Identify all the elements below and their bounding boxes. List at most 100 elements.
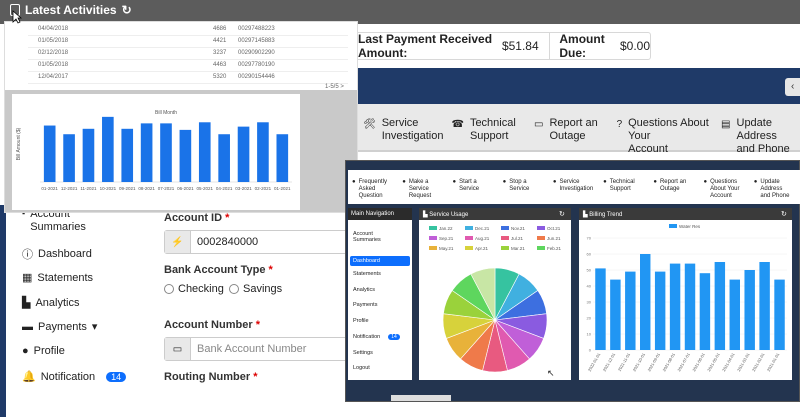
- header-band-button[interactable]: ‹: [785, 78, 800, 96]
- y-tick-label: 60: [587, 252, 592, 257]
- sidebar: [0, 205, 130, 417]
- dashboard-link[interactable]: ● Stop a Service: [503, 179, 549, 204]
- quick-link-label: Service Investigation: [381, 117, 444, 142]
- main-nav-item[interactable]: Settings: [353, 350, 373, 356]
- quick-link-label: Technical Support: [469, 117, 516, 142]
- legend-swatch: [537, 246, 545, 250]
- dashboard-link[interactable]: ● Service Investigation: [553, 179, 599, 204]
- scrollbar[interactable]: [391, 395, 451, 401]
- dashboard-link[interactable]: ● Update Address and Phone: [754, 179, 800, 204]
- account-number-label: Account Number *: [164, 319, 260, 331]
- quick-link-report-outage[interactable]: ▭ Report an Outage: [534, 117, 609, 143]
- link-icon: ●: [402, 179, 406, 185]
- legend-swatch: [429, 246, 437, 250]
- dashboard-link[interactable]: ● Report an Outage: [653, 179, 699, 204]
- header-band: [355, 68, 800, 104]
- pager[interactable]: 1-5/5 >: [325, 84, 344, 90]
- quick-link-service-investigation[interactable]: 🛠 Service Investigation: [363, 117, 443, 143]
- link-icon: ●: [452, 179, 457, 185]
- table-cell: 02/12/2018: [38, 50, 69, 56]
- sidebar-item-profile[interactable]: ● Profile: [22, 345, 65, 357]
- main-nav-item[interactable]: Statements: [353, 271, 381, 277]
- bar: [121, 128, 134, 182]
- dashboard-link[interactable]: ● Make a Service Request: [402, 179, 448, 204]
- table-cell: 00290902290: [238, 50, 275, 56]
- legend-label: Jan.22: [439, 226, 453, 231]
- refresh-icon[interactable]: ↻: [781, 211, 787, 218]
- sidebar-item-dashboard[interactable]: ⓘ Dashboard: [22, 246, 92, 262]
- radio-savings[interactable]: Savings: [229, 283, 282, 295]
- table-row: 01/05/2018 4421 00297145883: [28, 36, 348, 48]
- sidebar-item-statements[interactable]: ▦ Statements: [22, 271, 93, 285]
- quick-link-label: Report an Outage: [549, 117, 598, 142]
- bar: [595, 268, 606, 350]
- sidebar-item-label: Analytics: [35, 296, 80, 309]
- legend-label: Sep.21: [439, 236, 454, 241]
- tick-label: 04-2021: [216, 186, 233, 191]
- quick-link-label: Questions About Your Account: [628, 117, 709, 155]
- bar: [669, 263, 681, 350]
- refresh-icon[interactable]: ↻: [121, 3, 132, 17]
- x-axis-label: Bill Month: [155, 110, 177, 116]
- main-nav-item[interactable]: Analytics: [353, 287, 375, 293]
- sidebar-item-payments[interactable]: ▬ Payments ▾: [22, 320, 98, 334]
- dashboard-link[interactable]: ● Frequently Asked Question: [352, 179, 398, 204]
- table-cell: 00297145883: [238, 38, 275, 44]
- radio-circle[interactable]: [229, 284, 239, 294]
- table-cell: 4686: [213, 26, 227, 32]
- y-tick-label: 70: [587, 236, 592, 241]
- refresh-icon[interactable]: ↻: [559, 211, 565, 218]
- chevron-down-icon: ▾: [91, 321, 98, 333]
- main-nav-item[interactable]: Payments: [353, 302, 377, 308]
- routing-number-label: Routing Number *: [164, 371, 258, 383]
- x-tick-label: 2021-12-01: [602, 351, 617, 372]
- dashboard-link[interactable]: ● Start a Service: [452, 179, 498, 204]
- dashboard-link[interactable]: ● Technical Support: [603, 179, 649, 204]
- main-nav-item[interactable]: Logout: [353, 365, 370, 371]
- dashboard-link-label: Report an Outage: [659, 179, 687, 192]
- dashboard-link-label: Make a Service Request: [408, 179, 432, 199]
- x-tick-label: 2021-01-01: [766, 351, 781, 372]
- notification-badge: 14: [388, 334, 400, 340]
- main-nav-label: Statements: [353, 271, 381, 277]
- main-nav-label: Settings: [353, 350, 373, 356]
- main-nav-label: Analytics: [353, 287, 376, 293]
- dashboard-link-label: Frequently Asked Question: [358, 179, 387, 199]
- main-nav-label: Profile: [353, 318, 369, 324]
- main-nav-item[interactable]: Profile: [353, 318, 369, 324]
- legend-label: Jul.21: [511, 236, 524, 241]
- sidebar-item-notification[interactable]: 🔔 Notification 14: [22, 370, 127, 383]
- link-icon: ●: [352, 179, 356, 185]
- table-row: 04/04/2018 4686 00297488223: [28, 24, 348, 36]
- service-usage-title: ▙ Service Usage: [419, 208, 571, 220]
- radio-checking[interactable]: Checking: [164, 283, 224, 295]
- tick-label: 05-2021: [197, 186, 214, 191]
- sidebar-item-analytics[interactable]: ▙ Analytics: [22, 296, 80, 310]
- legend-swatch: [501, 246, 509, 250]
- account-number-field[interactable]: ▭ Bank Account Number: [164, 337, 354, 361]
- tick-label: 01-2021: [274, 186, 291, 191]
- quick-link-technical-support[interactable]: ☎ Technical Support: [451, 117, 526, 143]
- bar: [625, 271, 636, 350]
- main-nav-item[interactable]: Dashboard: [350, 256, 410, 266]
- quick-link-questions[interactable]: ? Questions About Your Account: [617, 117, 713, 156]
- legend-swatch: [465, 226, 473, 230]
- y-tick-label: 40: [587, 284, 592, 289]
- bar: [82, 128, 95, 182]
- main-nav-item[interactable]: Account Summaries: [353, 231, 381, 243]
- x-tick-label: 2021-03-01: [736, 351, 751, 372]
- quick-link-update-address[interactable]: ▤ Update Address and Phone: [721, 117, 800, 156]
- bar: [759, 262, 770, 350]
- link-icon: ●: [753, 179, 758, 185]
- x-tick-label: 2022-01-01: [587, 351, 602, 372]
- dashboard-link[interactable]: ● Questions About Your Account: [704, 179, 750, 204]
- tick-label: 06-2021: [177, 186, 194, 191]
- x-tick-label: 2021-10-01: [632, 351, 647, 372]
- main-nav-item[interactable]: Notification 14: [353, 334, 400, 340]
- radio-circle[interactable]: [164, 284, 174, 294]
- legend-label: Apr.21: [475, 246, 489, 251]
- legend-label: Feb.21: [547, 246, 562, 251]
- account-id-field[interactable]: ⚡ 0002840000: [164, 230, 354, 254]
- payment-summary: Last Payment Received Amount: $51.84 Amo…: [355, 32, 651, 60]
